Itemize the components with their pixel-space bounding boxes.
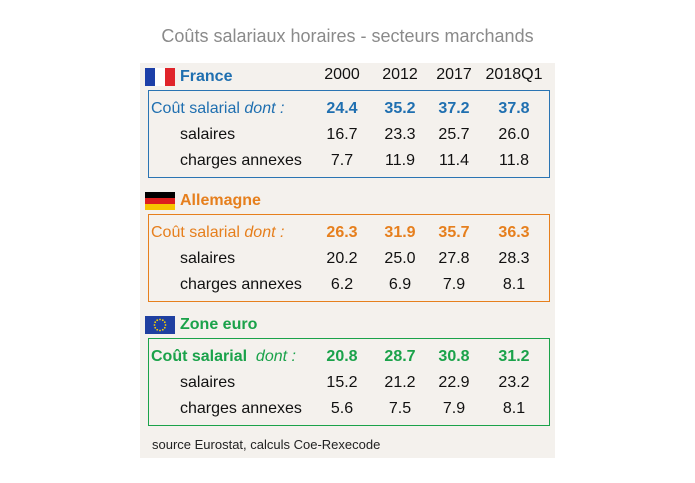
group-name: Allemagne bbox=[180, 192, 261, 209]
cell-value: 31.9 bbox=[384, 224, 416, 241]
row-label: Coût salarial dont : bbox=[151, 224, 285, 241]
row-label: charges annexes bbox=[180, 152, 302, 169]
cell-value: 6.9 bbox=[388, 276, 412, 293]
group-box-allemagne bbox=[148, 214, 550, 302]
source-note: source Eurostat, calculs Coe-Rexecode bbox=[152, 437, 381, 452]
group-header-zone-euro: Zone euro bbox=[145, 314, 257, 336]
cell-value: 7.9 bbox=[442, 276, 466, 293]
group-box-france bbox=[148, 90, 550, 178]
cell-value: 28.7 bbox=[384, 348, 416, 365]
cell-value: 35.7 bbox=[438, 224, 470, 241]
group-header-france: France bbox=[145, 66, 232, 88]
cell-value: 23.3 bbox=[384, 126, 416, 143]
chart-title: Coûts salariaux horaires - secteurs marc… bbox=[161, 26, 534, 46]
cell-value: 15.2 bbox=[326, 374, 358, 391]
cell-value: 21.2 bbox=[384, 374, 416, 391]
row-label: salaires bbox=[180, 126, 236, 143]
cell-value: 7.7 bbox=[330, 152, 354, 169]
table-row: Coût salarial dont : 24.4 35.2 37.2 37.8 bbox=[150, 100, 550, 122]
cell-value: 22.9 bbox=[438, 374, 470, 391]
table-row: salaires 15.2 21.2 22.9 23.2 bbox=[150, 374, 550, 396]
cell-value: 11.4 bbox=[439, 152, 469, 169]
eu-flag-icon bbox=[145, 316, 175, 334]
cell-value: 37.2 bbox=[438, 100, 470, 117]
cell-value: 37.8 bbox=[498, 100, 530, 117]
table-row: charges annexes 6.2 6.9 7.9 8.1 bbox=[150, 276, 550, 298]
year-header: 2012 bbox=[382, 66, 418, 83]
table-row: Coût salarial dont : 26.3 31.9 35.7 36.3 bbox=[150, 224, 550, 246]
cell-value: 25.7 bbox=[438, 126, 470, 143]
cell-value: 26.3 bbox=[326, 224, 358, 241]
cell-value: 20.2 bbox=[326, 250, 358, 267]
group-name: Zone euro bbox=[180, 316, 258, 333]
row-label: charges annexes bbox=[180, 400, 302, 417]
cell-value: 7.9 bbox=[442, 400, 466, 417]
row-label: salaires bbox=[180, 250, 236, 267]
cell-value: 27.8 bbox=[438, 250, 470, 267]
group-name: France bbox=[180, 68, 233, 85]
year-header: 2018Q1 bbox=[485, 66, 543, 83]
cell-value: 35.2 bbox=[384, 100, 416, 117]
cell-value: 11.9 bbox=[385, 152, 415, 169]
row-label: Coût salarial dont : bbox=[151, 348, 296, 365]
row-label: Coût salarial dont : bbox=[151, 100, 285, 117]
group-box-zone-euro bbox=[148, 338, 550, 426]
table-row: salaires 20.2 25.0 27.8 28.3 bbox=[150, 250, 550, 272]
cell-value: 5.6 bbox=[330, 400, 354, 417]
table-row: salaires 16.7 23.3 25.7 26.0 bbox=[150, 126, 550, 148]
table-row: Coût salarial dont : 20.8 28.7 30.8 31.2 bbox=[150, 348, 550, 370]
cell-value: 7.5 bbox=[388, 400, 412, 417]
cell-value: 23.2 bbox=[498, 374, 530, 391]
cell-value: 28.3 bbox=[498, 250, 530, 267]
table-row: charges annexes 7.7 11.9 11.4 11.8 bbox=[150, 152, 550, 174]
cell-value: 6.2 bbox=[330, 276, 354, 293]
cell-value: 11.8 bbox=[499, 152, 529, 169]
cell-value: 24.4 bbox=[326, 100, 358, 117]
table-panel bbox=[140, 63, 555, 458]
cell-value: 30.8 bbox=[438, 348, 470, 365]
group-header-allemagne: Allemagne bbox=[145, 190, 261, 212]
row-label: salaires bbox=[180, 374, 236, 391]
cell-value: 16.7 bbox=[326, 126, 358, 143]
year-header: 2017 bbox=[436, 66, 472, 83]
row-label: charges annexes bbox=[180, 276, 302, 293]
cell-value: 31.2 bbox=[498, 348, 530, 365]
cell-value: 8.1 bbox=[502, 276, 526, 293]
germany-flag-icon bbox=[145, 192, 175, 210]
table-row: charges annexes 5.6 7.5 7.9 8.1 bbox=[150, 400, 550, 422]
cell-value: 25.0 bbox=[384, 250, 416, 267]
cell-value: 20.8 bbox=[326, 348, 358, 365]
cell-value: 36.3 bbox=[498, 224, 530, 241]
year-header: 2000 bbox=[324, 66, 360, 83]
cell-value: 8.1 bbox=[502, 400, 526, 417]
france-flag-icon bbox=[145, 68, 175, 86]
cell-value: 26.0 bbox=[498, 126, 530, 143]
